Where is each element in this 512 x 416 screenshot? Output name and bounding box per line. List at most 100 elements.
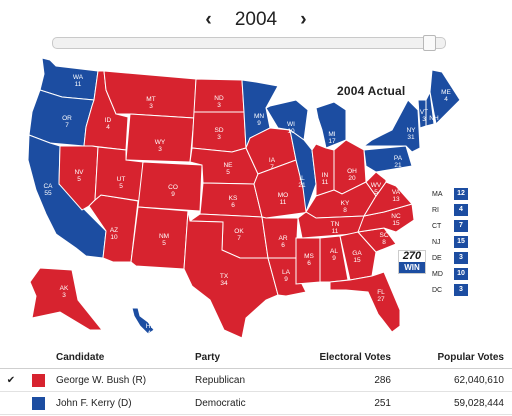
state-ev-az: 10 [110, 234, 118, 241]
previous-year-button[interactable]: ‹ [205, 9, 212, 30]
state-fl[interactable] [329, 271, 401, 333]
state-label-ga: GA [352, 250, 362, 257]
state-label-ny: NY [406, 127, 416, 134]
state-label-tx: TX [220, 273, 229, 280]
candidate-row: ✔ George W. Bush (R) Republican 286 62,0… [0, 368, 512, 392]
small-state-ev: 7 [454, 220, 468, 232]
state-label-nh: NH [429, 115, 439, 122]
party-color-swatch [32, 373, 45, 387]
small-state-abbr: DE [432, 255, 442, 262]
state-ga[interactable] [339, 231, 377, 281]
state-wv[interactable] [365, 171, 387, 197]
small-state-ev: 12 [454, 188, 468, 200]
state-label-ks: KS [229, 195, 238, 202]
state-label-hi: HI [146, 323, 153, 330]
results-header-row: Candidate Party Electoral Votes Popular … [0, 346, 512, 369]
state-ev-ak: 3 [62, 292, 66, 299]
winner-check-icon [0, 391, 22, 415]
state-ev-fl: 27 [377, 296, 385, 303]
state-ev-ar: 6 [281, 242, 285, 249]
state-ev-ny: 31 [407, 134, 415, 141]
state-ev-ne: 5 [226, 169, 230, 176]
small-state-ev: 10 [454, 268, 468, 280]
next-year-button[interactable]: › [300, 9, 307, 30]
state-label-ky: KY [341, 200, 350, 207]
state-label-tn: TN [331, 221, 340, 228]
candidate-electoral-votes: 251 [295, 391, 391, 415]
state-mt[interactable] [103, 70, 197, 119]
state-mi[interactable] [315, 101, 347, 149]
state-ny[interactable] [362, 99, 421, 153]
small-state-ev: 15 [454, 236, 468, 248]
state-label-id: ID [105, 117, 112, 124]
results-table: Candidate Party Electoral Votes Popular … [0, 346, 512, 415]
state-label-wy: WY [155, 139, 166, 146]
header-electoral-votes: Electoral Votes [295, 346, 391, 369]
state-ev-mn: 9 [257, 120, 261, 127]
state-label-co: CO [168, 184, 178, 191]
small-state-abbr: NJ [432, 239, 441, 246]
year-slider[interactable] [52, 35, 446, 51]
state-tx[interactable] [183, 210, 279, 339]
270towin-logo[interactable]: 270 WIN [398, 250, 426, 274]
state-il[interactable] [289, 128, 317, 213]
state-ev-wi: 10 [287, 128, 295, 135]
state-ev-mo: 11 [280, 199, 287, 206]
state-ev-in: 11 [322, 179, 329, 186]
state-ev-nv: 5 [77, 176, 81, 183]
state-label-mt: MT [146, 96, 155, 103]
state-wy[interactable] [125, 113, 195, 163]
header-popular-votes: Popular Votes [391, 346, 512, 369]
candidate-party: Republican [195, 368, 295, 392]
state-label-ia: IA [269, 157, 276, 164]
state-ev-ok: 7 [237, 235, 241, 242]
small-state-abbr: CT [432, 223, 442, 230]
state-ev-sc: 8 [382, 239, 386, 246]
state-label-ne: NE [223, 162, 233, 169]
state-hi[interactable] [131, 307, 155, 335]
state-label-il: IL [299, 175, 305, 182]
state-ev-ut: 5 [119, 183, 123, 190]
state-nm[interactable] [130, 206, 189, 270]
state-label-nv: NV [74, 169, 84, 176]
state-ev-wy: 3 [158, 146, 162, 153]
logo-text-win: WIN [399, 262, 425, 273]
small-state-ev: 3 [454, 252, 468, 264]
state-ev-pa: 21 [394, 162, 402, 169]
header-winner-col [0, 346, 22, 369]
state-pa[interactable] [363, 145, 413, 173]
state-in[interactable] [311, 143, 335, 197]
state-ev-nc: 15 [392, 220, 400, 227]
state-label-ak: AK [60, 285, 69, 292]
state-ev-co: 9 [171, 191, 175, 198]
state-label-ca: CA [43, 183, 53, 190]
winner-check-icon: ✔ [0, 368, 22, 392]
state-label-sc: SC [379, 232, 388, 239]
year-slider-thumb[interactable] [423, 35, 436, 51]
state-ev-al: 9 [332, 255, 336, 262]
state-label-oh: OH [347, 168, 357, 175]
small-state-abbr: DC [432, 287, 443, 294]
year-label: 2004 [234, 9, 278, 30]
state-ev-id: 4 [106, 124, 110, 131]
state-nh[interactable] [425, 90, 435, 127]
state-me[interactable] [429, 69, 461, 126]
state-label-az: AZ [110, 227, 118, 234]
state-label-fl: FL [377, 289, 385, 296]
state-ak[interactable] [29, 267, 104, 331]
state-label-wv: WV [371, 182, 382, 189]
header-color-col [22, 346, 56, 369]
state-ev-hi: 4 [147, 330, 151, 337]
state-ev-ia: 7 [270, 164, 274, 171]
state-label-ms: MS [304, 253, 314, 260]
state-ev-ga: 15 [353, 257, 361, 264]
state-ev-mt: 3 [149, 103, 153, 110]
state-label-or: OR [62, 115, 72, 122]
year-navigator: ‹ 2004 › [0, 9, 512, 31]
state-label-nd: ND [214, 95, 224, 102]
candidate-electoral-votes: 286 [295, 368, 391, 392]
state-label-la: LA [282, 269, 291, 276]
state-ev-mi: 17 [328, 138, 336, 145]
state-label-wa: WA [73, 74, 84, 81]
